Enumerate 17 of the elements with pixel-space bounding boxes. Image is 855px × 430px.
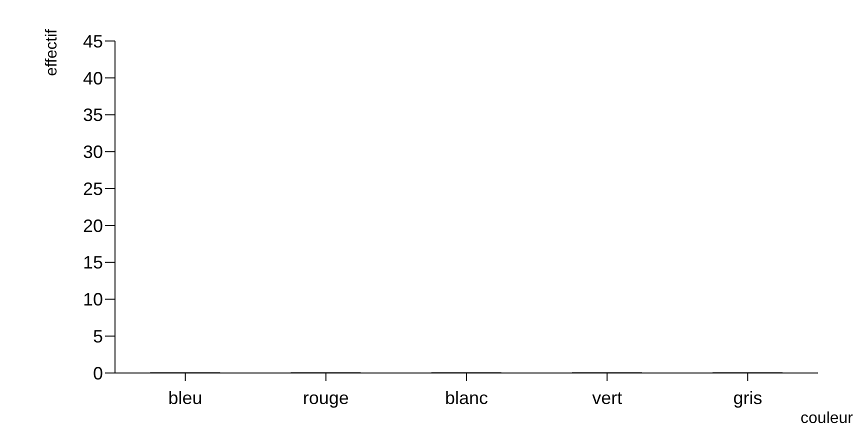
x-tick-label: bleu [168,388,202,408]
x-tick-label: vert [592,388,622,408]
x-tick-label: gris [733,388,762,408]
y-tick-label: 20 [82,216,103,236]
y-tick-label: 40 [82,68,103,88]
y-tick-label: 45 [82,31,103,52]
x-tick-label: rouge [302,388,349,408]
y-tick-label: 0 [92,363,103,384]
y-axis-title: effectif [43,28,60,76]
y-tick-label: 25 [82,178,103,199]
y-tick-label: 5 [92,326,103,346]
x-axis-title: couleur [800,410,854,427]
y-tick-label: 35 [82,105,103,126]
y-tick-label: 10 [82,290,103,310]
y-tick-label: 15 [82,252,103,273]
x-tick-label: blanc [444,388,488,408]
y-tick-label: 30 [82,142,103,162]
